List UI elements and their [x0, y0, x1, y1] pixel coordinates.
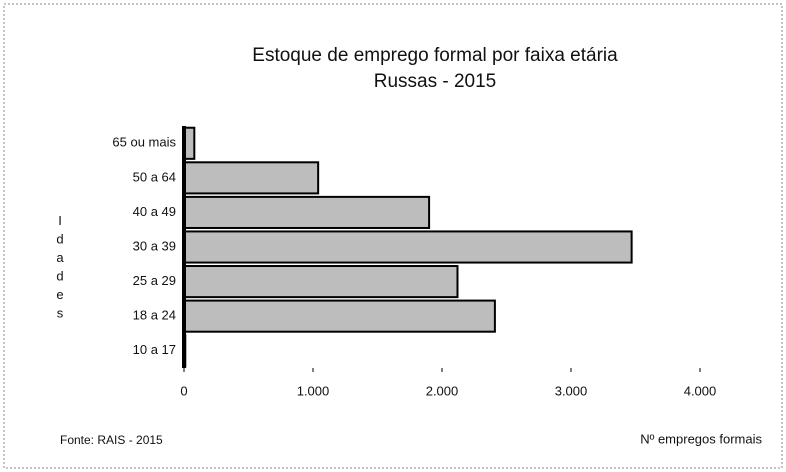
y-tick-label: 40 a 49	[133, 204, 176, 219]
y-tick-label: 50 a 64	[133, 169, 176, 184]
chart-subtitle: Russas - 2015	[374, 71, 497, 92]
x-tick-label: 3.000	[555, 383, 588, 398]
x-tick-label: 1.000	[297, 383, 330, 398]
frame	[3, 3, 783, 469]
source-note: Fonte: RAIS - 2015	[60, 433, 163, 447]
bar	[183, 161, 320, 195]
bar	[183, 230, 633, 264]
x-axis-label: Nº empregos formais	[640, 431, 762, 446]
bar	[183, 195, 431, 229]
y-tick-label: 65 ou mais	[112, 135, 176, 150]
y-tick-label: 18 a 24	[133, 308, 176, 323]
x-tick-label: 2.000	[426, 383, 459, 398]
y-tick-label: 25 a 29	[133, 273, 176, 288]
chart-title: Estoque de emprego formal por faixa etár…	[252, 45, 618, 66]
bar	[183, 299, 496, 333]
y-tick-label: 30 a 39	[133, 238, 176, 253]
bar	[183, 265, 459, 299]
x-tick-label: 4.000	[684, 383, 717, 398]
y-tick-label: 10 a 17	[133, 342, 176, 357]
x-tick-label: 0	[180, 383, 187, 398]
